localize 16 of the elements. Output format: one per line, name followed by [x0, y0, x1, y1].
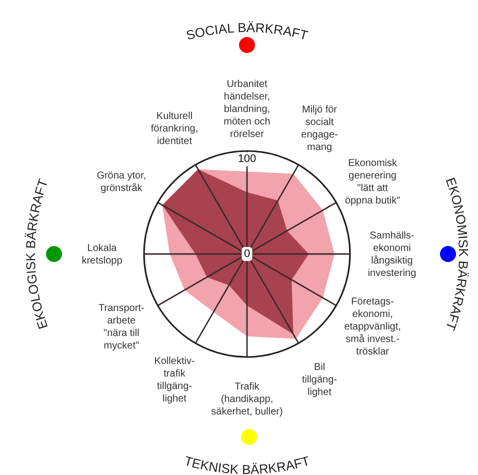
- spoke-label: Miljö för socialt engage- mang: [301, 104, 338, 153]
- spoke-label: Urbanitet händelser, blandning, möten och rörelser: [224, 78, 270, 140]
- spoke-label: Trafik (handikapp, säkerhet, buller): [211, 381, 283, 418]
- y-tick-label: 100: [238, 153, 256, 166]
- spoke-label: Kulturell förankring, identitet: [150, 110, 198, 147]
- spoke-label: Transport- arbete "nära till mycket": [98, 302, 144, 351]
- spoke-label: Företags- ekonomi, etappvänligt, små invest.- trösklar: [344, 296, 401, 358]
- spoke-label: Lokala kretslopp: [82, 242, 123, 266]
- spoke-label: Kollektiv- trafik tillgäng- lighet: [154, 355, 195, 404]
- spoke-label: Gröna ytor, grönstråk: [96, 170, 146, 194]
- spoke-label: Ekonomisk generering "lätt att öppna butik": [344, 157, 401, 206]
- text: SOCIAL BÄRKRAFT: [184, 20, 310, 43]
- spoke-label: Samhälls- ekonomi långsiktig investering: [368, 230, 416, 278]
- spoke-label: Bil tillgäng- lighet: [302, 362, 338, 398]
- text: TEKNISK BÄRKRAFT: [182, 453, 312, 475]
- y-tick-label: 0: [244, 248, 250, 260]
